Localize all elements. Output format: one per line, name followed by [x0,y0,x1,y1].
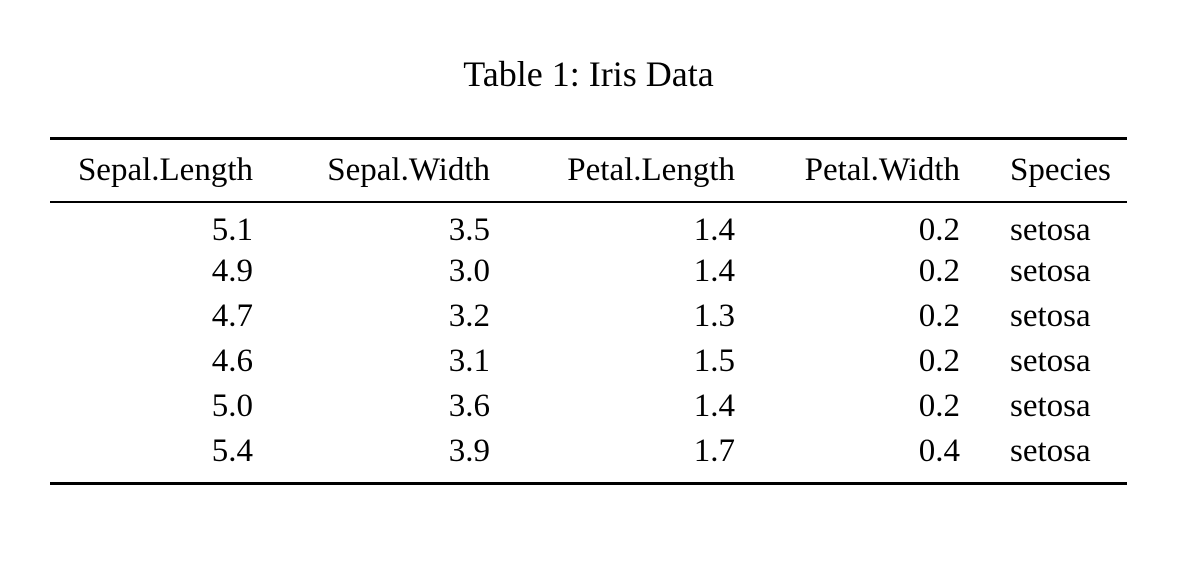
cell-sepal-width: 3.0 [448,253,490,289]
table-row: 5.4 3.9 1.7 0.4 setosa [50,429,1127,474]
cell-sepal-width: 3.1 [448,343,490,379]
cell-petal-width: 0.4 [918,433,960,469]
cell-petal-length: 1.4 [693,253,735,289]
cell-petal-width: 0.2 [918,343,960,379]
cell-sepal-length: 5.0 [211,388,253,424]
column-header-petal-length: Petal.Length [490,140,735,203]
cell-species: setosa [1010,388,1091,424]
table-header-row: Sepal.Length Sepal.Width Petal.Length Pe… [50,140,1127,203]
cell-sepal-length: 5.1 [211,212,253,248]
cell-petal-width: 0.2 [918,388,960,424]
cell-sepal-length: 4.6 [211,343,253,379]
column-header-species: Species [960,140,1127,203]
cell-petal-width: 0.2 [918,253,960,289]
cell-sepal-width: 3.5 [448,212,490,248]
table-row: 4.7 3.2 1.3 0.2 setosa [50,294,1127,339]
cell-petal-length: 1.4 [693,212,735,248]
column-header-sepal-length: Sepal.Length [50,140,253,203]
cell-sepal-length: 4.7 [211,298,253,334]
table-row: 4.6 3.1 1.5 0.2 setosa [50,339,1127,384]
column-header-sepal-width: Sepal.Width [253,140,490,203]
cell-species: setosa [1010,433,1091,469]
cell-species: setosa [1010,298,1091,334]
cell-petal-length: 1.5 [693,343,735,379]
cell-petal-length: 1.4 [693,388,735,424]
cell-sepal-length: 5.4 [211,433,253,469]
table-row: 4.9 3.0 1.4 0.2 setosa [50,249,1127,294]
table-row: 5.0 3.6 1.4 0.2 setosa [50,384,1127,429]
cell-sepal-length: 4.9 [211,253,253,289]
cell-petal-width: 0.2 [918,212,960,248]
table-row: 5.1 3.5 1.4 0.2 setosa [50,202,1127,249]
cell-sepal-width: 3.9 [448,433,490,469]
table-caption: Table 1: Iris Data [463,54,714,94]
cell-species: setosa [1010,253,1091,289]
table-rules-frame: Sepal.Length Sepal.Width Petal.Length Pe… [50,137,1127,485]
table-block: Table 1: Iris Data Sepal.Length Sepal.Wi… [50,0,1127,485]
cell-species: setosa [1010,343,1091,379]
iris-table: Sepal.Length Sepal.Width Petal.Length Pe… [50,140,1127,474]
cell-sepal-width: 3.6 [448,388,490,424]
cell-petal-length: 1.7 [693,433,735,469]
cell-petal-length: 1.3 [693,298,735,334]
cell-petal-width: 0.2 [918,298,960,334]
cell-sepal-width: 3.2 [448,298,490,334]
column-header-petal-width: Petal.Width [735,140,960,203]
cell-species: setosa [1010,212,1091,248]
table-body: 5.1 3.5 1.4 0.2 setosa 4.9 3.0 1.4 0.2 s… [50,202,1127,474]
